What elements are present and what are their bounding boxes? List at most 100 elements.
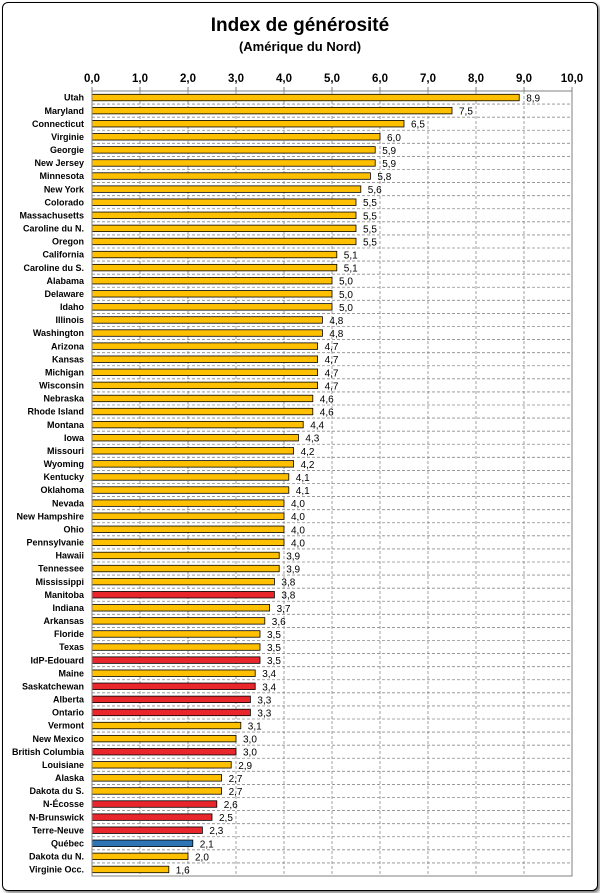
category-label: Kansas xyxy=(52,354,84,364)
bar xyxy=(91,617,266,625)
bar xyxy=(91,813,213,821)
value-label: 4,4 xyxy=(310,421,324,432)
value-label: 3,0 xyxy=(243,748,257,759)
value-label: 3,6 xyxy=(272,617,286,628)
x-tick-label: 4,0 xyxy=(276,73,292,85)
category-label: Saskatchewan xyxy=(22,681,84,691)
value-label: 5,0 xyxy=(339,277,353,288)
bar xyxy=(91,185,362,193)
value-label: 3,9 xyxy=(286,565,300,576)
category-label: Québec xyxy=(51,838,84,848)
value-label: 3,8 xyxy=(281,578,295,589)
bar xyxy=(91,682,256,690)
bar xyxy=(91,381,319,390)
bar xyxy=(91,852,189,861)
bar xyxy=(91,695,251,704)
category-labels: Utah Maryland Connecticut Virginie Georgie Ne… xyxy=(12,93,85,875)
bar xyxy=(91,407,314,416)
bar xyxy=(91,342,319,350)
value-label: 6,5 xyxy=(411,120,425,131)
category-label: Wisconsin xyxy=(39,381,84,391)
category-label: Dakota du S. xyxy=(29,786,84,796)
category-label: Caroline du N. xyxy=(23,224,84,234)
bar xyxy=(91,329,323,337)
category-label: Virginie Occ. xyxy=(29,865,84,875)
value-label: 2,7 xyxy=(229,787,243,798)
bar xyxy=(91,447,295,455)
category-label: Ontario xyxy=(52,708,85,718)
bar xyxy=(91,198,357,206)
value-label: 5,5 xyxy=(363,237,377,248)
category-label: Georgie xyxy=(50,145,84,155)
value-label: 4,0 xyxy=(291,538,305,549)
bar xyxy=(91,159,376,167)
bar xyxy=(91,669,256,677)
category-label: Mississippi xyxy=(35,577,84,587)
value-label: 5,6 xyxy=(368,185,382,196)
x-tick-label: 1,0 xyxy=(132,73,148,85)
value-label: 5,9 xyxy=(382,159,396,170)
bar xyxy=(91,133,381,141)
category-label: Tennessee xyxy=(38,564,84,574)
bar xyxy=(91,604,271,612)
x-tick-label: 9,0 xyxy=(516,73,532,85)
bar xyxy=(91,420,304,429)
value-label: 3,5 xyxy=(267,656,281,667)
x-tick-label: 5,0 xyxy=(324,73,340,85)
value-label: 2,7 xyxy=(229,774,243,785)
category-label: Kentucky xyxy=(43,472,84,482)
category-label: Massachusetts xyxy=(19,210,84,220)
bar xyxy=(91,237,357,246)
category-label: Alberta xyxy=(53,695,85,705)
bar xyxy=(91,734,237,743)
value-labels: 8,9 7,5 6,5 6,0 5,9 5,9 5,8 5,6 5,5 5,5 5,5 5,5 5,1 5… xyxy=(176,94,541,877)
value-label: 5,0 xyxy=(339,290,353,301)
x-tick-label: 7,0 xyxy=(420,73,436,85)
category-label: New Mexico xyxy=(32,734,84,744)
bar xyxy=(91,512,285,520)
category-label: Washington xyxy=(33,328,84,338)
bar xyxy=(91,748,237,756)
value-label: 3,3 xyxy=(257,708,271,719)
x-tick-label: 0,0 xyxy=(84,73,100,85)
category-label: Vermont xyxy=(48,721,84,731)
bar xyxy=(91,211,357,219)
value-label: 4,0 xyxy=(291,512,305,523)
gridlines xyxy=(92,91,572,876)
chart-title: Index de générosité xyxy=(211,15,389,36)
value-label: 5,1 xyxy=(344,264,358,275)
value-label: 2,1 xyxy=(200,839,214,850)
value-label: 4,7 xyxy=(325,381,339,392)
value-label: 2,5 xyxy=(219,813,233,824)
bar xyxy=(91,787,223,795)
value-label: 7,5 xyxy=(459,107,473,118)
value-label: 4,0 xyxy=(291,499,305,510)
value-label: 4,2 xyxy=(301,447,315,458)
category-label: Nevada xyxy=(52,498,85,508)
bar xyxy=(91,774,223,782)
bar xyxy=(91,263,338,272)
value-label: 4,0 xyxy=(291,525,305,536)
category-label: Oregon xyxy=(52,237,84,247)
bar xyxy=(91,250,338,259)
bar xyxy=(91,826,203,834)
category-label: Connecticut xyxy=(32,119,84,129)
bar xyxy=(91,525,285,533)
bar xyxy=(91,355,319,363)
value-label: 3,5 xyxy=(267,643,281,654)
category-label: Texas xyxy=(59,642,84,652)
category-label: Alaska xyxy=(55,773,85,783)
bar xyxy=(91,120,405,128)
value-label: 5,0 xyxy=(339,303,353,314)
value-label: 5,5 xyxy=(363,198,377,209)
bar xyxy=(91,499,285,507)
bar xyxy=(91,486,290,494)
category-label: Maryland xyxy=(44,106,84,116)
bar xyxy=(91,643,261,651)
bar xyxy=(91,761,232,769)
category-label: Rhode Island xyxy=(27,407,84,417)
value-label: 8,9 xyxy=(526,94,540,105)
category-label: California xyxy=(42,250,85,260)
bar xyxy=(91,591,275,599)
